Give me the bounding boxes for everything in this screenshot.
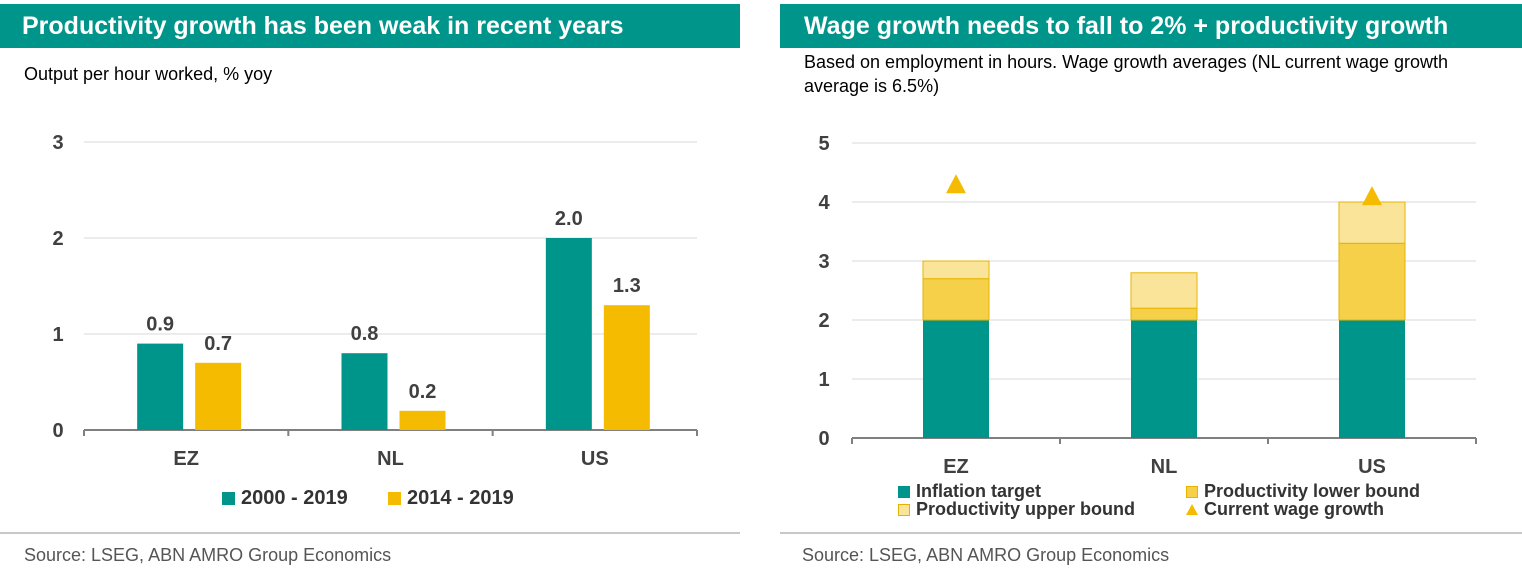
stacked-bar-segment [1338,201,1406,244]
legend-label: Inflation target [916,481,1041,501]
bar [195,362,242,430]
left-source: Source: LSEG, ABN AMRO Group Economics [24,545,392,565]
legend-swatch-upper [898,503,910,516]
left-source-divider [0,532,740,534]
y-tick-label: 4 [818,192,830,214]
data-label: 0.2 [409,381,437,403]
y-tick-label: 3 [818,251,829,273]
stacked-bar-segment [1339,320,1405,438]
left-chart-title: Productivity growth has been weak in rec… [0,4,740,48]
bar [399,410,446,430]
stacked-bar-segment [922,278,990,321]
left-chart-subtitle: Output per hour worked, % yoy [24,64,273,84]
x-tick-label: NL [377,448,404,470]
current-wage-marker [946,174,966,194]
legend-item-productivity-lower: Productivity lower bound [1186,481,1420,502]
x-tick-label: US [1358,456,1386,478]
y-tick-label: 1 [52,324,63,346]
legend-swatch-teal [898,485,910,498]
legend-item-2000-2019: 2000 - 2019 [222,487,348,510]
right-source-divider [780,532,1522,534]
legend-label: Productivity lower bound [1204,481,1421,501]
stacked-bar-segment [922,260,990,280]
bar [545,238,592,430]
y-tick-label: 3 [52,132,63,154]
stacked-bar-segment [1130,272,1198,309]
right-chart-title: Wage growth needs to fall to 2% + produc… [780,4,1522,48]
legend-item-productivity-upper: Productivity upper bound [898,499,1135,520]
y-tick-label: 1 [818,369,829,391]
legend-item-current-wage: Current wage growth [1186,499,1384,520]
data-label: 0.9 [146,314,174,336]
bar [137,343,184,430]
legend-label: 2000 - 2019 [241,487,348,509]
legend-item-inflation-target: Inflation target [898,481,1041,502]
x-tick-label: EZ [173,448,199,470]
y-tick-label: 0 [52,420,63,442]
stacked-bar-segment [923,320,989,438]
legend-label: Productivity upper bound [916,499,1135,519]
legend-label: Current wage growth [1204,499,1385,519]
stacked-bar-segment [1131,320,1197,438]
right-source: Source: LSEG, ABN AMRO Group Economics [802,545,1170,565]
data-label: 0.7 [204,333,232,355]
y-tick-label: 2 [52,228,63,250]
right-chart-plot: 0 1 2 3 4 5 EZ NL US [818,133,1477,478]
bar [603,305,650,430]
x-tick-label: NL [1151,456,1178,478]
legend-swatch-lower [1186,485,1198,498]
legend-label: 2014 - 2019 [407,487,514,509]
stacked-bar-segment [1338,242,1406,321]
data-label: 2.0 [555,208,583,230]
y-tick-label: 2 [818,310,829,332]
y-tick-label: 0 [818,428,829,450]
data-label: 0.8 [351,323,379,345]
left-chart-plot: 0 1 2 3 EZ 0.9 0.7 NL 0.8 0.2 US 2.0 1.3 [52,132,698,470]
legend-swatch-teal [222,492,235,505]
right-chart-panel: Wage growth needs to fall to 2% + produc… [780,0,1522,576]
right-chart-subtitle: Based on employment in hours. Wage growt… [804,52,1448,96]
bar [341,353,388,430]
legend-swatch-gold [388,492,401,505]
data-label: 1.3 [613,275,641,297]
y-tick-label: 5 [818,133,829,155]
legend-triangle-icon [1186,504,1198,515]
legend-item-2014-2019: 2014 - 2019 [388,487,514,510]
left-chart-panel: Productivity growth has been weak in rec… [0,0,740,576]
x-tick-label: EZ [943,456,969,478]
current-wage-marker [1362,186,1382,206]
x-tick-label: US [581,448,609,470]
stacked-bar-segment [1130,307,1198,321]
